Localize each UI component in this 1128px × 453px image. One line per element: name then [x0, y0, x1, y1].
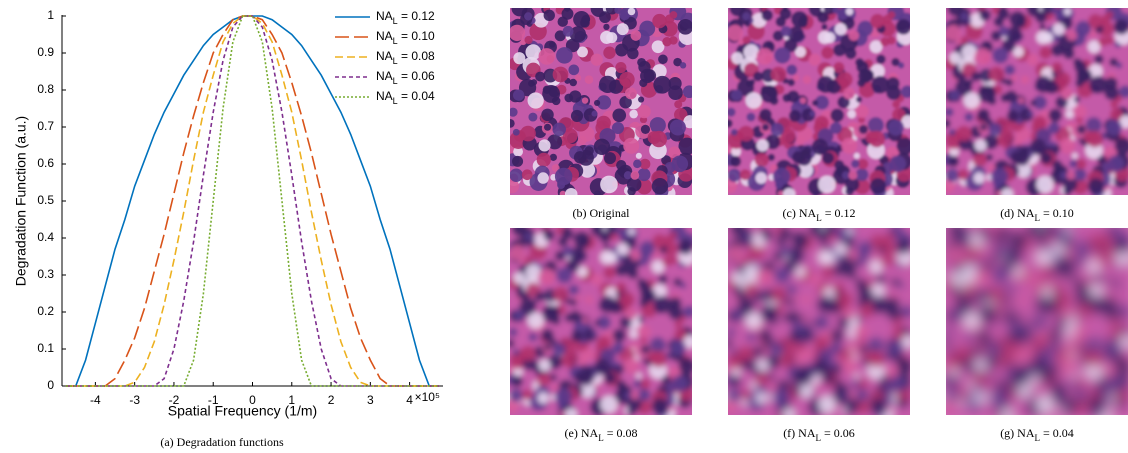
x-tick-label: 1	[288, 393, 295, 407]
chart-caption: (a) Degradation functions	[160, 435, 284, 449]
legend-label: NAL = 0.10	[376, 29, 435, 46]
y-tick-label: 0.1	[37, 341, 54, 355]
series-line	[65, 15, 440, 387]
image-panel	[510, 8, 692, 195]
x-tick-label: -4	[90, 393, 101, 407]
image-panel	[946, 8, 1128, 195]
x-tick-label: 3	[367, 393, 374, 407]
y-tick-label: 0.8	[37, 82, 54, 96]
image-panel	[946, 228, 1128, 415]
y-tick-label: 0.3	[37, 267, 54, 281]
image-panel	[728, 228, 910, 415]
x-tick-label: -3	[129, 393, 140, 407]
y-tick-label: 0.4	[37, 230, 54, 244]
legend-label: NAL = 0.08	[376, 49, 435, 66]
panel-caption: (c) NAL = 0.12	[783, 206, 856, 223]
y-tick-label: 1	[47, 8, 54, 22]
y-tick-label: 0.2	[37, 304, 54, 318]
legend-label: NAL = 0.12	[376, 9, 435, 26]
legend-label: NAL = 0.06	[376, 69, 435, 86]
panel-caption: (g) NAL = 0.04	[1000, 426, 1074, 443]
y-tick-label: 0.7	[37, 119, 54, 133]
panel-caption: (e) NAL = 0.08	[565, 426, 638, 443]
series-line	[65, 15, 440, 387]
x-tick-label: -1	[208, 393, 219, 407]
y-tick-label: 0	[47, 378, 54, 392]
x-tick-label: -2	[169, 393, 180, 407]
image-panel	[728, 8, 910, 195]
panel-caption: (b) Original	[573, 206, 631, 220]
image-panel	[510, 228, 692, 415]
x-axis-label: Spatial Frequency (1/m)	[168, 403, 317, 419]
x-tick-label: 0	[249, 393, 256, 407]
panel-caption: (f) NAL = 0.06	[783, 426, 855, 443]
y-tick-label: 0.6	[37, 156, 54, 170]
x-offset-label: ×10⁵	[415, 390, 440, 404]
x-tick-label: 4	[406, 393, 413, 407]
y-tick-label: 0.9	[37, 45, 54, 59]
panel-caption: (d) NAL = 0.10	[1000, 206, 1074, 223]
y-tick-label: 0.5	[37, 193, 54, 207]
legend-label: NAL = 0.04	[376, 89, 435, 106]
x-tick-label: 2	[328, 393, 335, 407]
y-axis-label: Degradation Function (a.u.)	[13, 116, 29, 286]
